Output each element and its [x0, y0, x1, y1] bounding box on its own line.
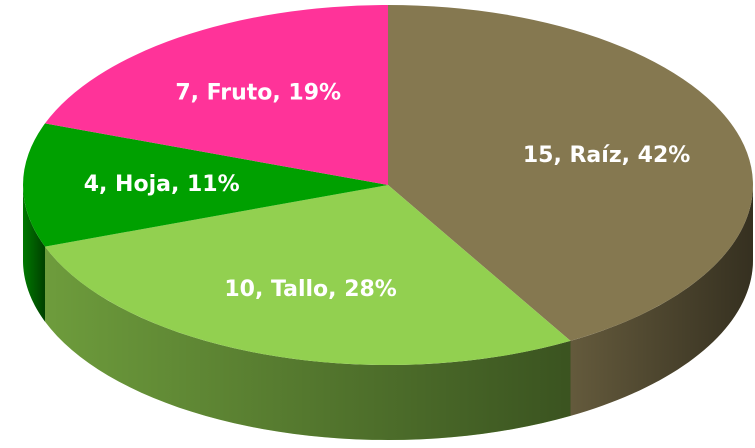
pie-tops: [22, 5, 754, 366]
pie-slice: [45, 185, 571, 366]
pie-side-shade: [23, 185, 46, 322]
pie-slice: [22, 123, 389, 247]
data-label: 10, Tallo, 28%: [224, 277, 397, 302]
pie-side-shade: [45, 246, 571, 440]
data-label: 7, Fruto, 19%: [175, 81, 341, 106]
data-label: 15, Raíz, 42%: [523, 143, 690, 168]
data-label: 4, Hoja, 11%: [84, 172, 240, 197]
pie-slice: [388, 5, 754, 341]
data-labels: 15, Raíz, 42% 10, Tallo, 28% 4, Hoja, 11% 7…: [84, 81, 691, 302]
pie-side-shade: [570, 185, 753, 416]
pie-slice: [45, 5, 388, 185]
pie-sides: [23, 185, 753, 440]
